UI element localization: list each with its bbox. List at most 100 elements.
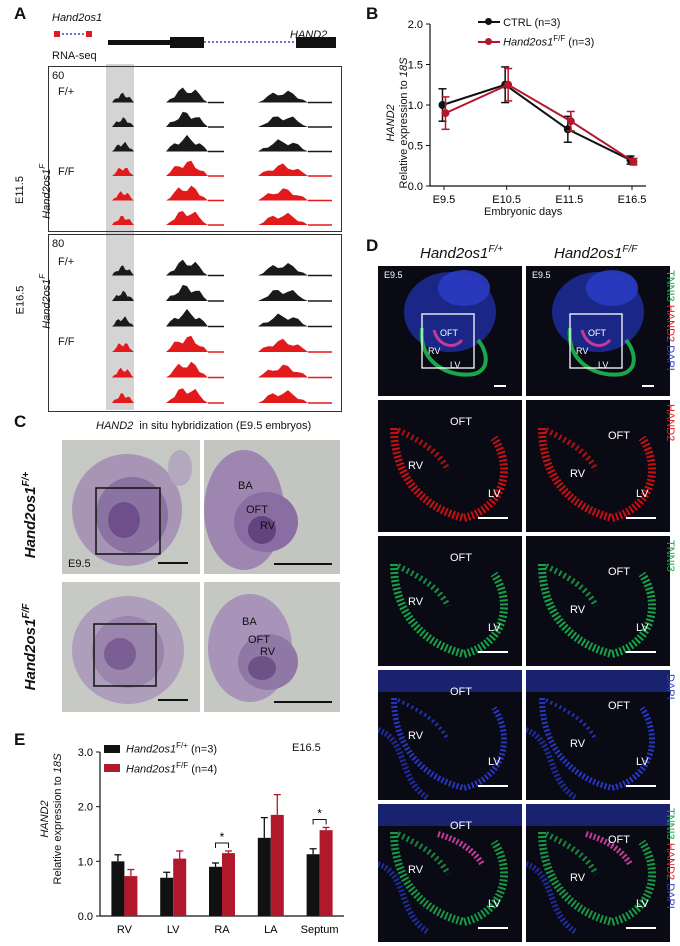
ish-zoom-wt: BA OFT RV [204, 440, 340, 574]
if-label-oft: OFT [450, 820, 472, 832]
track-title: RNA-seq [52, 50, 97, 62]
coverage-peak [112, 290, 134, 301]
if-label-oft: OFT [608, 834, 630, 846]
if-label-rv: RV [408, 460, 424, 472]
coverage-peak [112, 367, 134, 378]
if-image-r4-c2: OFT RV LV [526, 670, 670, 800]
bar [160, 877, 174, 916]
panel-c-title: HAND2 in situ hybridization (E9.5 embryo… [96, 420, 312, 432]
y-tick-label: 0.0 [78, 911, 93, 923]
track-label-mut-2: F/F [58, 336, 75, 348]
data-point [629, 157, 638, 166]
ish-label-rv-2: RV [260, 646, 276, 658]
x-tick-label: E11.5 [555, 194, 583, 206]
data-point [441, 109, 450, 118]
chart-e-ylabel-ref: 18S [52, 753, 64, 774]
coverage-peak [166, 309, 208, 327]
significance-star: * [317, 806, 322, 820]
bar [306, 854, 320, 916]
if-image-r3-c2: OFT RV LV [526, 536, 670, 666]
coverage-peak [112, 141, 134, 152]
if-label-rv: RV [408, 596, 424, 608]
x-tick-label: RV [117, 924, 133, 936]
x-tick-label: E16.5 [618, 194, 647, 206]
coverage-peak [258, 116, 308, 127]
coverage-peak [166, 284, 208, 301]
tracks-e11-5 [112, 87, 332, 226]
ish-label-oft-1: OFT [246, 504, 268, 516]
y-tick-label: 3.0 [78, 747, 93, 759]
gene-label-hand2os1: Hand2os1 [52, 12, 103, 24]
y-tick-label: 2.0 [408, 19, 423, 31]
coverage-peak [166, 361, 208, 378]
y-tick-label: 1.5 [408, 60, 423, 72]
x-tick-label: RA [214, 924, 230, 936]
x-tick-label: E9.5 [433, 194, 456, 206]
panel-b-label: B [366, 4, 379, 23]
coverage-peak [258, 163, 308, 176]
chart-b-ylabel-ref: 18S [398, 57, 410, 78]
panel-a-label: A [14, 4, 27, 23]
col-header-d-1: Hand2os1F/+ [420, 244, 504, 262]
if-stage-label: E9.5 [532, 270, 551, 280]
coverage-peak [166, 388, 208, 403]
tracks-e16-5 [112, 259, 332, 404]
coverage-peak [166, 87, 208, 103]
y-tick-label: 2.0 [78, 802, 93, 814]
if-image-r1-c1: E9.5 OFT RV LV [378, 266, 522, 396]
x-tick-label: LA [264, 924, 278, 936]
coverage-peak [258, 290, 308, 301]
if-label-rv: RV [570, 872, 586, 884]
ish-label-ba-2: BA [242, 616, 257, 628]
track-box-e16-5 [48, 234, 342, 412]
genotype-sup-e16-5: F [38, 273, 48, 279]
if-image-r5-c1: OFT RV LV [378, 804, 522, 942]
ish-stage-label: E9.5 [68, 558, 91, 570]
track-label-wt-2: F/+ [58, 256, 75, 268]
if-label-oft: OFT [440, 328, 458, 338]
panel-d-label: D [366, 236, 379, 255]
if-label-lv: LV [636, 488, 649, 500]
ish-zoom-mut: BA OFT RV [204, 582, 340, 712]
coverage-peak [166, 134, 208, 152]
if-label-oft: OFT [588, 328, 606, 338]
row-label-c-2: Hand2os1F/F [21, 603, 39, 691]
if-image-r1-c2: E9.5 OFT RV LV [526, 266, 670, 396]
if-label-oft: OFT [450, 686, 472, 698]
coverage-peak [166, 259, 208, 276]
if-label-oft: OFT [608, 566, 630, 578]
if-channel-label-row-3: TNNI3 [664, 540, 676, 572]
significance-bracket [215, 842, 229, 848]
coverage-peak [258, 139, 308, 152]
ish-label-rv-1: RV [260, 520, 276, 532]
ish-label-oft-2: OFT [248, 634, 270, 646]
if-label-oft: OFT [608, 430, 630, 442]
chart-b-legend: CTRL (n=3) Hand2os1F/F (n=3) [478, 16, 594, 51]
y-tick-label: 1.0 [78, 856, 93, 868]
if-label-lv: LV [488, 898, 501, 910]
y-tick-label: 0.0 [408, 181, 423, 193]
if-label-rv: RV [428, 346, 441, 356]
coverage-peak [166, 111, 208, 127]
gene-model [54, 31, 336, 48]
if-image-r2-c1: OFT RV LV [378, 400, 522, 532]
if-label-rv: RV [570, 738, 586, 750]
coverage-peak [166, 185, 208, 201]
if-channel-label-row-5: TNNI3 HAND2 DAPI [664, 808, 676, 909]
if-label-rv: RV [408, 730, 424, 742]
chart-b-ylabel-gene: HAND2 [385, 104, 397, 142]
track-label-wt-1: F/+ [58, 86, 75, 98]
coverage-peak [258, 188, 308, 201]
if-label-lv: LV [488, 756, 501, 768]
coverage-peak [112, 117, 134, 127]
track-group-label-1: E11.5 Hand2os1F [14, 160, 53, 220]
coverage-peak [112, 343, 134, 352]
if-channel-label-row-1: TNNI3 HAND2 DAPI [664, 270, 676, 371]
coverage-peak [112, 167, 134, 176]
coverage-peak [166, 211, 208, 225]
coverage-peak [112, 393, 134, 403]
if-label-lv: LV [636, 898, 649, 910]
if-stage-label: E9.5 [384, 270, 403, 280]
series-line [445, 83, 635, 163]
if-label-lv: LV [636, 756, 649, 768]
